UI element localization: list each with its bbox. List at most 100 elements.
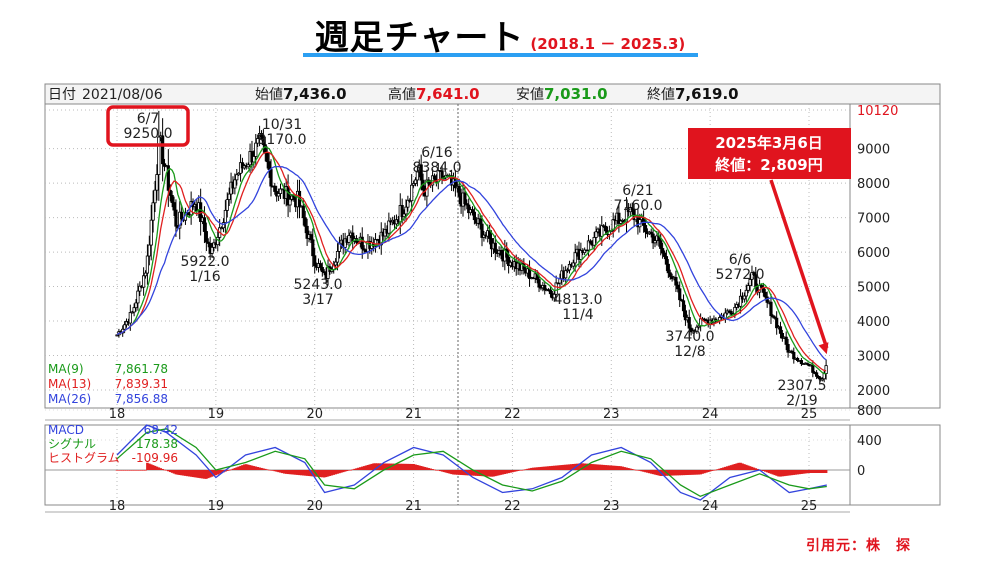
macd-histogram-bar [494, 470, 497, 477]
macd-histogram-bar [608, 465, 611, 470]
candle-body [676, 284, 680, 290]
macd-histogram-bar [769, 470, 773, 474]
macd-histogram-bar [454, 470, 457, 475]
chart-title: 週足チャート [314, 18, 525, 58]
macd-histogram-bar [355, 468, 358, 470]
macd-histogram-bar [471, 470, 474, 476]
macd-histogram-bar [425, 467, 429, 470]
macd-histogram-bar [667, 470, 670, 476]
macd-histogram-bar [288, 470, 292, 475]
macd-histogram-bar [161, 468, 164, 470]
macd-histogram-bar [205, 470, 208, 479]
macd-histogram-bar [463, 470, 467, 476]
macd-histogram-bar [575, 463, 579, 470]
macd-line [116, 424, 827, 501]
candle-body [780, 332, 784, 339]
macd-histogram-bar [541, 466, 545, 470]
macd-histogram-bar [153, 465, 157, 470]
macd-histogram-bar [115, 470, 119, 471]
macd-histogram-bar [684, 470, 687, 476]
candle-body [286, 186, 290, 206]
candle-body [543, 285, 547, 291]
macd-histogram-bar [281, 470, 284, 474]
trough-date-label: 1/16 [189, 269, 221, 285]
macd-histogram-bar [455, 470, 459, 475]
candle-body [752, 272, 756, 276]
candle-body [162, 163, 167, 167]
macd-histogram-bar [535, 467, 539, 470]
candle-body [488, 230, 492, 239]
candle-body [815, 372, 819, 377]
macd-histogram-bar [282, 470, 286, 474]
macd-histogram-bar [182, 470, 185, 476]
macd-histogram-bar [220, 470, 223, 474]
candle-body [695, 326, 699, 332]
macd-histogram-bar [752, 467, 756, 470]
x-tick-label-bottom: 19 [208, 499, 225, 514]
macd-histogram-bar [657, 470, 661, 476]
macd-histogram-bar [640, 470, 644, 472]
candle-body [132, 307, 136, 313]
candle-body [400, 205, 404, 218]
macd-histogram-bar [748, 466, 752, 470]
candle-body [334, 261, 338, 266]
macd-histogram-bar [440, 470, 444, 472]
price-y-tick: 10120 [857, 104, 898, 119]
candle-body [792, 352, 796, 360]
price-y-tick: 7000 [857, 212, 890, 227]
macd-histogram-bar [167, 470, 170, 472]
macd-histogram-bar [705, 470, 708, 473]
candle-body [206, 241, 210, 244]
price-y-tick: 4000 [857, 315, 890, 330]
macd-histogram-bar [174, 470, 178, 475]
macd-histogram-bar [554, 465, 558, 470]
macd-histogram-bar [134, 470, 138, 471]
macd-histogram-bar [623, 467, 626, 470]
macd-histogram-bar [370, 463, 374, 470]
macd-histogram-bar [416, 465, 419, 470]
macd-histogram-bar [138, 470, 142, 471]
source-label: 引用元：株 探 [806, 538, 911, 554]
candle-body [223, 209, 227, 224]
macd-histogram-bar [695, 470, 699, 475]
candle-body [790, 350, 794, 353]
macd-histogram-bar [212, 470, 216, 476]
macd-histogram-bar [298, 470, 301, 476]
macd-histogram-bar [638, 470, 642, 471]
trough-date-label: 2/19 [786, 393, 817, 409]
date-value: 2021/08/06 [82, 87, 163, 103]
macd-histogram-bar [313, 470, 317, 477]
candle-body [653, 240, 657, 244]
macd-histogram-bar [142, 470, 145, 471]
candle-body [180, 211, 184, 220]
macd-histogram-bar [461, 470, 465, 476]
macd-histogram-bar [585, 463, 588, 470]
macd-histogram-bar [305, 470, 309, 476]
macd-histogram-bar [275, 470, 278, 472]
macd-histogram-bar [197, 470, 201, 478]
candle-body [617, 212, 621, 224]
candle-body [276, 193, 281, 197]
macd-histogram-bar [560, 465, 564, 470]
macd-histogram-bar [172, 470, 176, 474]
macd-y-tick: 0 [857, 464, 865, 479]
candle-body [759, 285, 764, 288]
macd-histogram-bar [486, 470, 490, 477]
macd-histogram-bar [632, 469, 636, 471]
peak-date-label: 6/16 [421, 145, 453, 161]
candle-body [786, 344, 790, 353]
macd-histogram-bar [710, 470, 714, 471]
candle-body [178, 211, 182, 229]
ma-legend-name: MA(26) [48, 392, 91, 406]
macd-histogram-bar [408, 463, 412, 470]
candle-body [343, 238, 347, 248]
macd-histogram-bar [203, 470, 206, 479]
macd-histogram-bar [374, 463, 377, 470]
macd-histogram-bar [762, 470, 765, 471]
macd-histogram-bar [587, 463, 590, 470]
macd-histogram-bar [469, 470, 472, 476]
candle-body [816, 375, 821, 379]
macd-histogram-bar [406, 463, 410, 470]
macd-histogram-bar [457, 470, 461, 475]
candle-body [273, 185, 277, 192]
